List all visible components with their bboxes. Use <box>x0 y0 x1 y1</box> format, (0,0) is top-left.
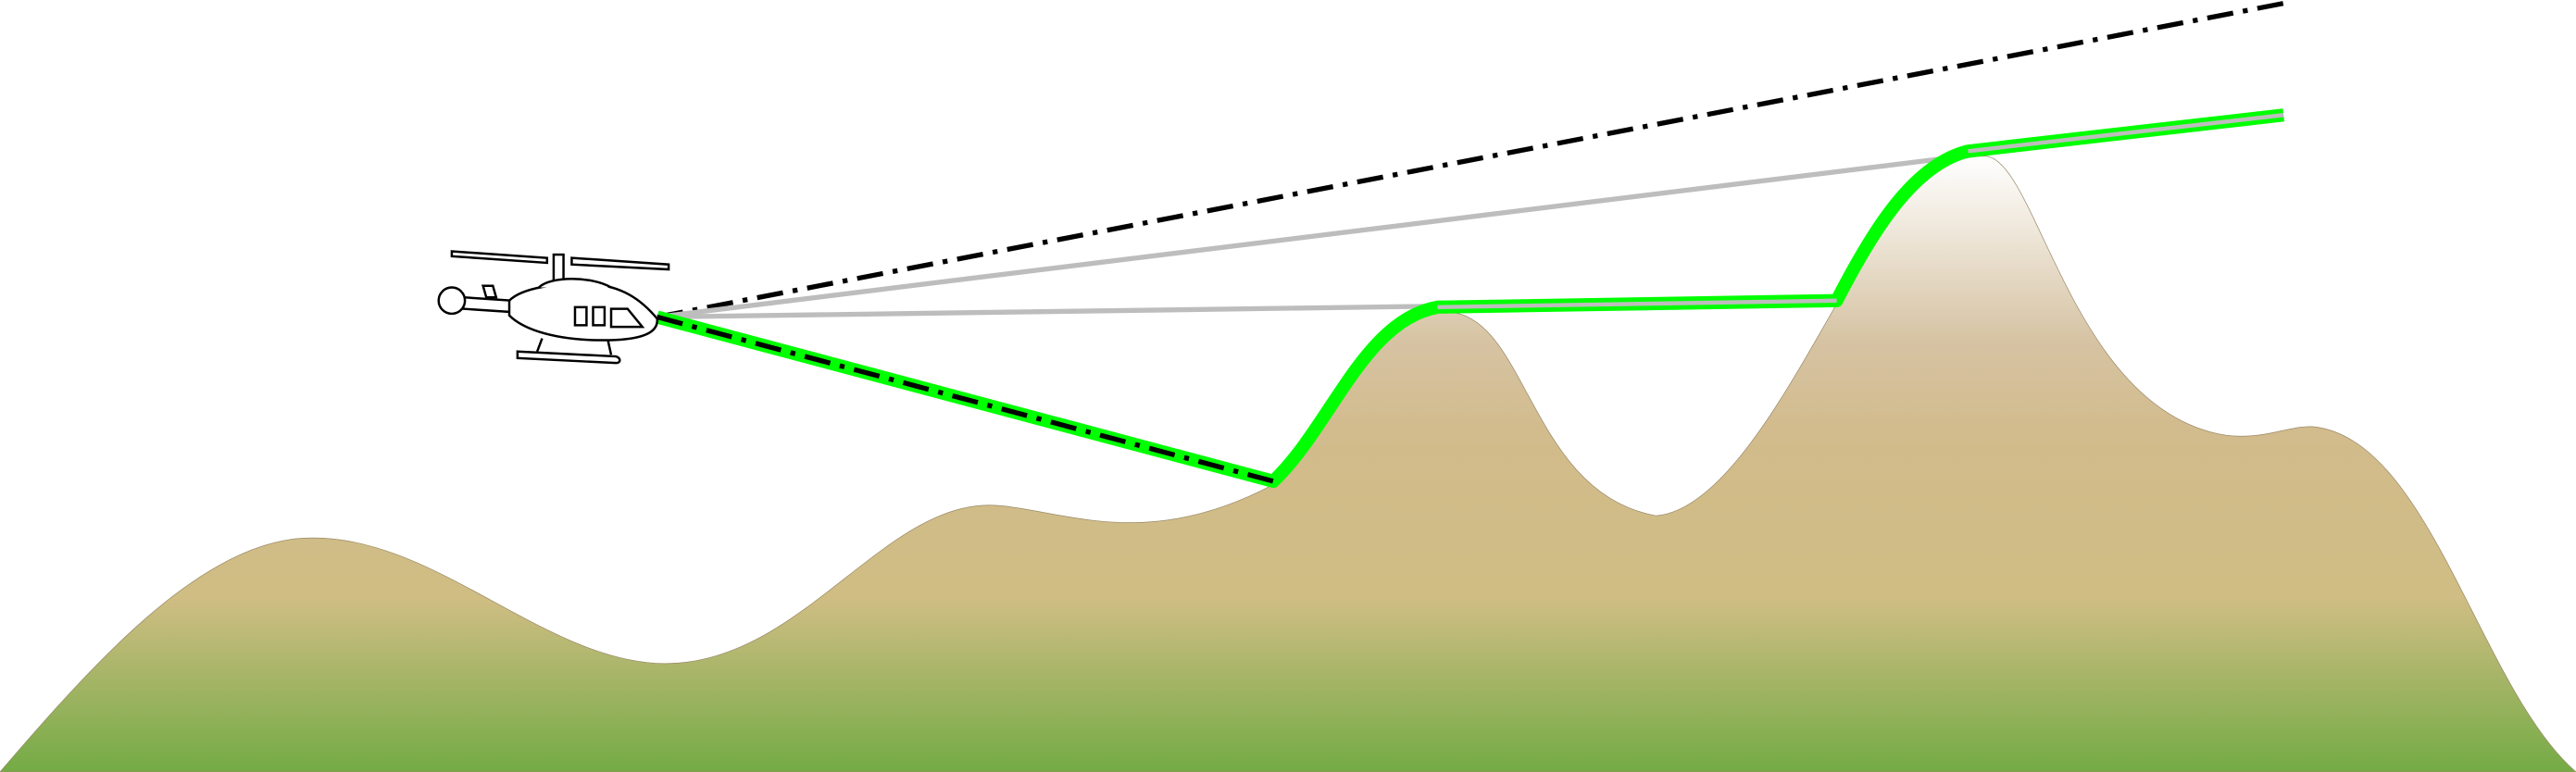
skid-struts <box>536 338 613 355</box>
dash-dot-line-upper <box>657 0 2284 320</box>
skid <box>516 350 621 365</box>
tail-fin <box>481 284 498 299</box>
windshield <box>609 307 645 329</box>
dash-dot-line-lower <box>657 314 1274 484</box>
window-2 <box>592 305 606 327</box>
rotor-hub <box>552 253 565 282</box>
rotor-left <box>450 250 549 265</box>
cabin-top <box>538 277 612 289</box>
tail-rotor <box>437 286 467 316</box>
helicopter <box>437 250 670 365</box>
terrain <box>0 156 2576 772</box>
window-1 <box>573 305 588 327</box>
tail-boom <box>462 295 514 314</box>
rotor-right <box>570 256 670 271</box>
green-path-inner <box>1437 113 2284 310</box>
